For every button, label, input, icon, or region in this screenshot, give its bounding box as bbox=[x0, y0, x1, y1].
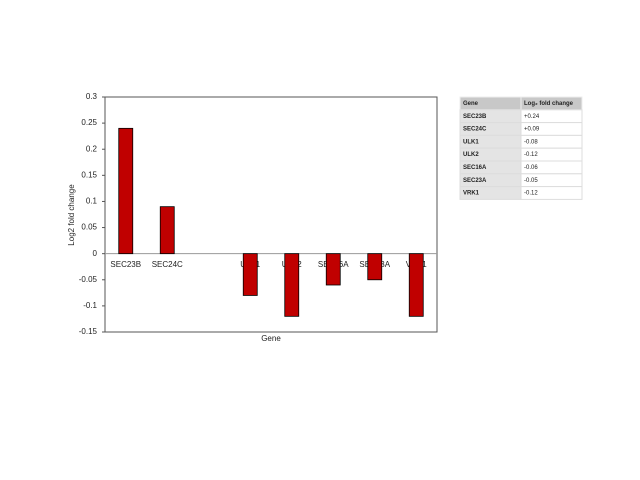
table-cell bbox=[520, 186, 583, 200]
bar bbox=[284, 253, 300, 317]
y-tick-label: 0.2 bbox=[86, 144, 98, 153]
bar bbox=[242, 253, 258, 296]
y-tick-label: 0.15 bbox=[81, 170, 97, 179]
table-cell-text: ULK2 bbox=[463, 152, 479, 158]
table-header-text: Log₂ fold change bbox=[524, 101, 574, 107]
table-cell-text: -0.08 bbox=[524, 139, 538, 145]
y-tick-label: -0.05 bbox=[79, 275, 98, 284]
table-header-text: Gene bbox=[463, 101, 479, 107]
bar bbox=[118, 127, 134, 255]
table-cell-text: VRK1 bbox=[463, 191, 480, 197]
plot-area bbox=[104, 96, 438, 333]
y-tick-label: -0.15 bbox=[79, 327, 98, 336]
table-cell-text: +0.09 bbox=[524, 127, 540, 133]
table-cell-text: ULK1 bbox=[463, 139, 479, 145]
y-tick-label: 0.05 bbox=[81, 223, 97, 232]
y-tick-label: 0.3 bbox=[86, 92, 98, 101]
y-axis-label: Log2 fold change bbox=[67, 184, 76, 246]
x-axis-label: Gene bbox=[261, 334, 281, 343]
y-tick-label: 0 bbox=[93, 249, 98, 258]
table: Gene Log₂ fold change SEC23B +0.24 SEC24C +0.… bbox=[459, 96, 583, 200]
bar bbox=[159, 206, 175, 255]
y-tick-label: 0.25 bbox=[81, 118, 97, 127]
y-tick-label: 0.1 bbox=[86, 197, 98, 206]
table-cell-text: -0.12 bbox=[524, 152, 538, 158]
y-tick-label: -0.1 bbox=[83, 301, 97, 310]
table-cell-text: SEC16A bbox=[463, 165, 487, 171]
table-cell-text: SEC23A bbox=[463, 178, 487, 184]
table-cell-text: -0.12 bbox=[524, 191, 538, 197]
bar bbox=[367, 253, 383, 281]
table-cell-text: -0.05 bbox=[524, 178, 538, 184]
bar bbox=[408, 253, 424, 317]
x-tick-label: SEC24C bbox=[152, 260, 183, 269]
x-tick-label: SEC23B bbox=[110, 260, 141, 269]
table-cell-text: -0.06 bbox=[524, 165, 538, 171]
table-cell-text: SEC24C bbox=[463, 127, 487, 133]
table-cell-text: SEC23B bbox=[463, 114, 487, 120]
table-cell-text: +0.24 bbox=[524, 114, 540, 120]
bar bbox=[325, 253, 341, 286]
